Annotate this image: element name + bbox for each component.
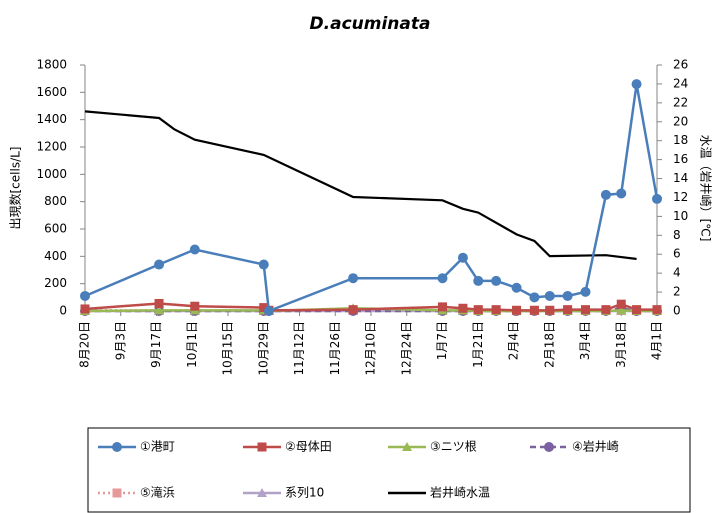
legend-marker bbox=[402, 442, 412, 451]
x-tick-label: 4月1日 bbox=[650, 321, 664, 360]
x-tick-label: 2月18日 bbox=[542, 321, 556, 368]
y2-tick-label: 0 bbox=[673, 304, 681, 318]
x-tick-label: 12月24日 bbox=[399, 321, 413, 376]
data-point bbox=[348, 273, 359, 284]
data-point bbox=[631, 79, 642, 90]
y2-tick-label: 2 bbox=[673, 285, 681, 299]
data-point bbox=[154, 298, 164, 308]
y-tick-label: 800 bbox=[44, 194, 67, 208]
x-tick-label: 11月12日 bbox=[292, 321, 306, 376]
y-tick-label: 0 bbox=[59, 304, 67, 318]
x-tick-label: 8月20日 bbox=[78, 321, 92, 368]
y2-tick-label: 18 bbox=[673, 133, 688, 147]
x-tick-label: 11月26日 bbox=[328, 321, 342, 376]
data-point bbox=[473, 305, 483, 315]
legend-label: 系列10 bbox=[285, 486, 324, 500]
y-tick-label: 1000 bbox=[36, 167, 67, 181]
y2-tick-label: 16 bbox=[673, 152, 688, 166]
data-point bbox=[652, 193, 662, 204]
y-tick-label: 1200 bbox=[36, 140, 67, 154]
data-point bbox=[190, 301, 200, 311]
x-tick-label: 1月7日 bbox=[435, 321, 449, 360]
y2-tick-label: 12 bbox=[673, 190, 688, 204]
legend-box bbox=[87, 427, 691, 513]
legend-marker bbox=[257, 488, 267, 497]
data-point bbox=[263, 306, 274, 316]
x-tick-label: 2月4日 bbox=[507, 321, 521, 360]
legend-label: ④岩井崎 bbox=[572, 439, 619, 454]
y-tick-label: 200 bbox=[44, 276, 67, 290]
data-point bbox=[652, 305, 662, 315]
x-tick-label: 1月21日 bbox=[471, 321, 485, 368]
y2-tick-label: 4 bbox=[673, 266, 681, 280]
y-tick-label: 400 bbox=[44, 249, 67, 263]
data-point bbox=[545, 305, 555, 315]
data-point bbox=[259, 303, 269, 313]
data-point bbox=[491, 275, 502, 286]
data-point bbox=[512, 305, 522, 315]
data-point bbox=[529, 292, 540, 303]
data-point bbox=[616, 188, 627, 199]
data-point bbox=[601, 305, 611, 315]
legend-label: ②母体田 bbox=[285, 440, 332, 454]
data-point bbox=[529, 305, 539, 315]
data-point bbox=[563, 305, 573, 315]
y2-axis-label: 水温（岩井崎）[℃] bbox=[699, 135, 714, 242]
data-point bbox=[511, 282, 522, 293]
data-point bbox=[491, 305, 501, 315]
data-point bbox=[581, 305, 590, 315]
data-point bbox=[80, 304, 90, 314]
x-tick-label: 3月18日 bbox=[614, 321, 628, 368]
chart-title: D.acuminata bbox=[310, 14, 431, 34]
legend-marker bbox=[112, 442, 122, 452]
data-point bbox=[562, 290, 573, 301]
x-tick-label: 9月17日 bbox=[149, 321, 163, 368]
series-line bbox=[84, 110, 637, 261]
legend-marker bbox=[257, 442, 267, 452]
y-tick-label: 600 bbox=[44, 222, 67, 236]
data-point bbox=[632, 305, 642, 315]
data-point bbox=[80, 290, 90, 301]
y2-tick-label: 22 bbox=[673, 95, 688, 109]
data-point bbox=[437, 273, 448, 284]
data-point bbox=[154, 259, 165, 270]
x-tick-label: 9月3日 bbox=[113, 321, 127, 360]
y-tick-label: 1600 bbox=[36, 85, 67, 99]
data-point bbox=[154, 305, 165, 315]
data-point bbox=[616, 299, 626, 309]
y2-tick-label: 10 bbox=[673, 209, 688, 223]
x-tick-label: 10月1日 bbox=[185, 321, 199, 368]
data-point bbox=[473, 275, 484, 286]
x-tick-label: 12月10日 bbox=[364, 321, 378, 376]
y2-tick-label: 6 bbox=[673, 247, 681, 261]
data-point bbox=[457, 252, 468, 263]
data-point bbox=[544, 290, 555, 301]
x-tick-label: 3月4日 bbox=[578, 321, 592, 360]
data-point bbox=[616, 305, 627, 315]
x-tick-label: 10月15日 bbox=[221, 321, 235, 376]
legend-label: ③ニツ根 bbox=[430, 440, 477, 454]
legend-label: ⑤滝浜 bbox=[140, 486, 175, 500]
y-axis-label: 出現数[cells/L] bbox=[8, 147, 23, 230]
data-point bbox=[580, 286, 591, 297]
data-point bbox=[189, 244, 200, 255]
data-point bbox=[458, 303, 468, 313]
data-point bbox=[438, 302, 447, 312]
data-point bbox=[258, 259, 269, 270]
legend-label: ①港町 bbox=[140, 440, 175, 454]
y-tick-label: 1400 bbox=[36, 112, 67, 126]
y2-tick-label: 14 bbox=[673, 171, 688, 185]
x-tick-label: 10月29日 bbox=[256, 321, 270, 376]
legend-marker bbox=[112, 488, 122, 498]
y2-tick-label: 24 bbox=[673, 76, 688, 90]
legend-marker bbox=[544, 442, 554, 452]
y2-tick-label: 20 bbox=[673, 114, 688, 128]
y2-tick-label: 8 bbox=[673, 228, 681, 242]
legend-label: 岩井崎水温 bbox=[430, 485, 490, 500]
data-point bbox=[348, 305, 358, 315]
y2-tick-label: 26 bbox=[673, 58, 688, 72]
y-tick-label: 1800 bbox=[36, 58, 67, 72]
data-point bbox=[600, 189, 611, 200]
